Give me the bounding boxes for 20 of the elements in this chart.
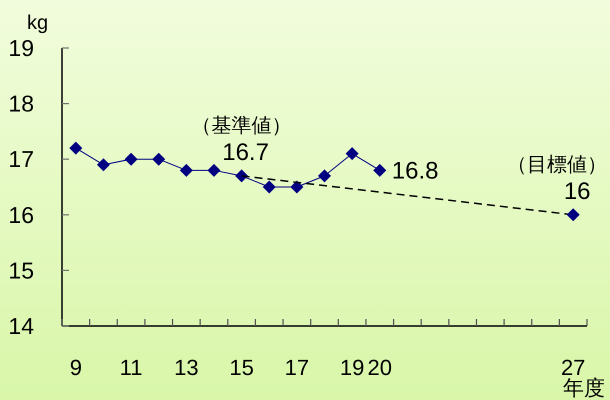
y-tick-label: 14 xyxy=(8,313,34,339)
y-tick-label: 16 xyxy=(8,202,34,228)
x-tick-label: 17 xyxy=(284,355,310,380)
y-tick-label: 19 xyxy=(8,35,34,61)
annotation: （基準値） xyxy=(192,114,292,137)
y-axis-title: kg xyxy=(27,12,48,34)
x-tick-label: 20 xyxy=(368,355,392,380)
x-tick-label: 13 xyxy=(174,355,199,380)
annotation: （目標値） xyxy=(507,154,607,176)
x-axis-title: 年度 xyxy=(563,377,605,400)
x-tick-label: 11 xyxy=(120,355,142,380)
x-tick-label: 15 xyxy=(229,355,254,380)
y-tick-label: 15 xyxy=(8,257,34,284)
data-label: 16 xyxy=(564,178,591,205)
x-tick-label: 19 xyxy=(340,355,364,380)
x-tick-label: 9 xyxy=(70,355,82,380)
y-tick-label: 17 xyxy=(8,146,34,172)
data-label: 16.7 xyxy=(222,138,269,166)
data-label: 16.8 xyxy=(392,157,438,184)
y-tick-label: 18 xyxy=(8,90,34,117)
